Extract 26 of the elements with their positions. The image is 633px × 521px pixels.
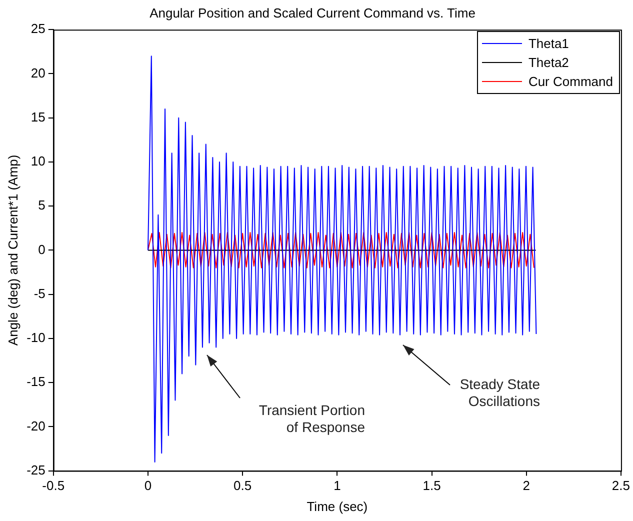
legend-label: Theta1: [528, 36, 569, 51]
annotation: Steady State Oscillations: [460, 376, 540, 409]
legend-label: Theta2: [528, 54, 569, 70]
y-tick-label: -25: [26, 462, 46, 478]
x-tick-label: -0.5: [42, 478, 65, 494]
x-tick-label: 2: [522, 478, 530, 494]
y-tick-label: 25: [30, 21, 46, 36]
y-tick-label: 20: [30, 65, 46, 80]
x-axis-title: Time (sec): [306, 498, 368, 514]
x-tick-label: 1: [334, 478, 341, 494]
x-tick-label: 1.5: [422, 478, 441, 494]
y-tick-label: -10: [26, 330, 46, 346]
x-tick-label: 0.5: [234, 478, 252, 494]
y-tick-label: 10: [30, 154, 46, 169]
y-tick-label: -15: [26, 374, 46, 390]
y-tick-label: -5: [34, 286, 46, 301]
y-tick-label: 15: [30, 109, 46, 124]
y-axis-title: Angle (deg) and Current*1 (Amp): [5, 154, 20, 346]
y-tick-label: 5: [38, 198, 46, 213]
x-tick-label: 2.5: [612, 478, 630, 494]
annotation: Transient Portion of Response: [258, 402, 366, 435]
y-tick-label: 0: [38, 242, 46, 257]
y-tick-label: -20: [26, 418, 46, 434]
chart-title: Angular Position and Scaled Current Command vs. Time: [150, 5, 476, 20]
legend-label: Cur Command: [528, 74, 613, 89]
x-tick-label: 0: [144, 478, 152, 494]
